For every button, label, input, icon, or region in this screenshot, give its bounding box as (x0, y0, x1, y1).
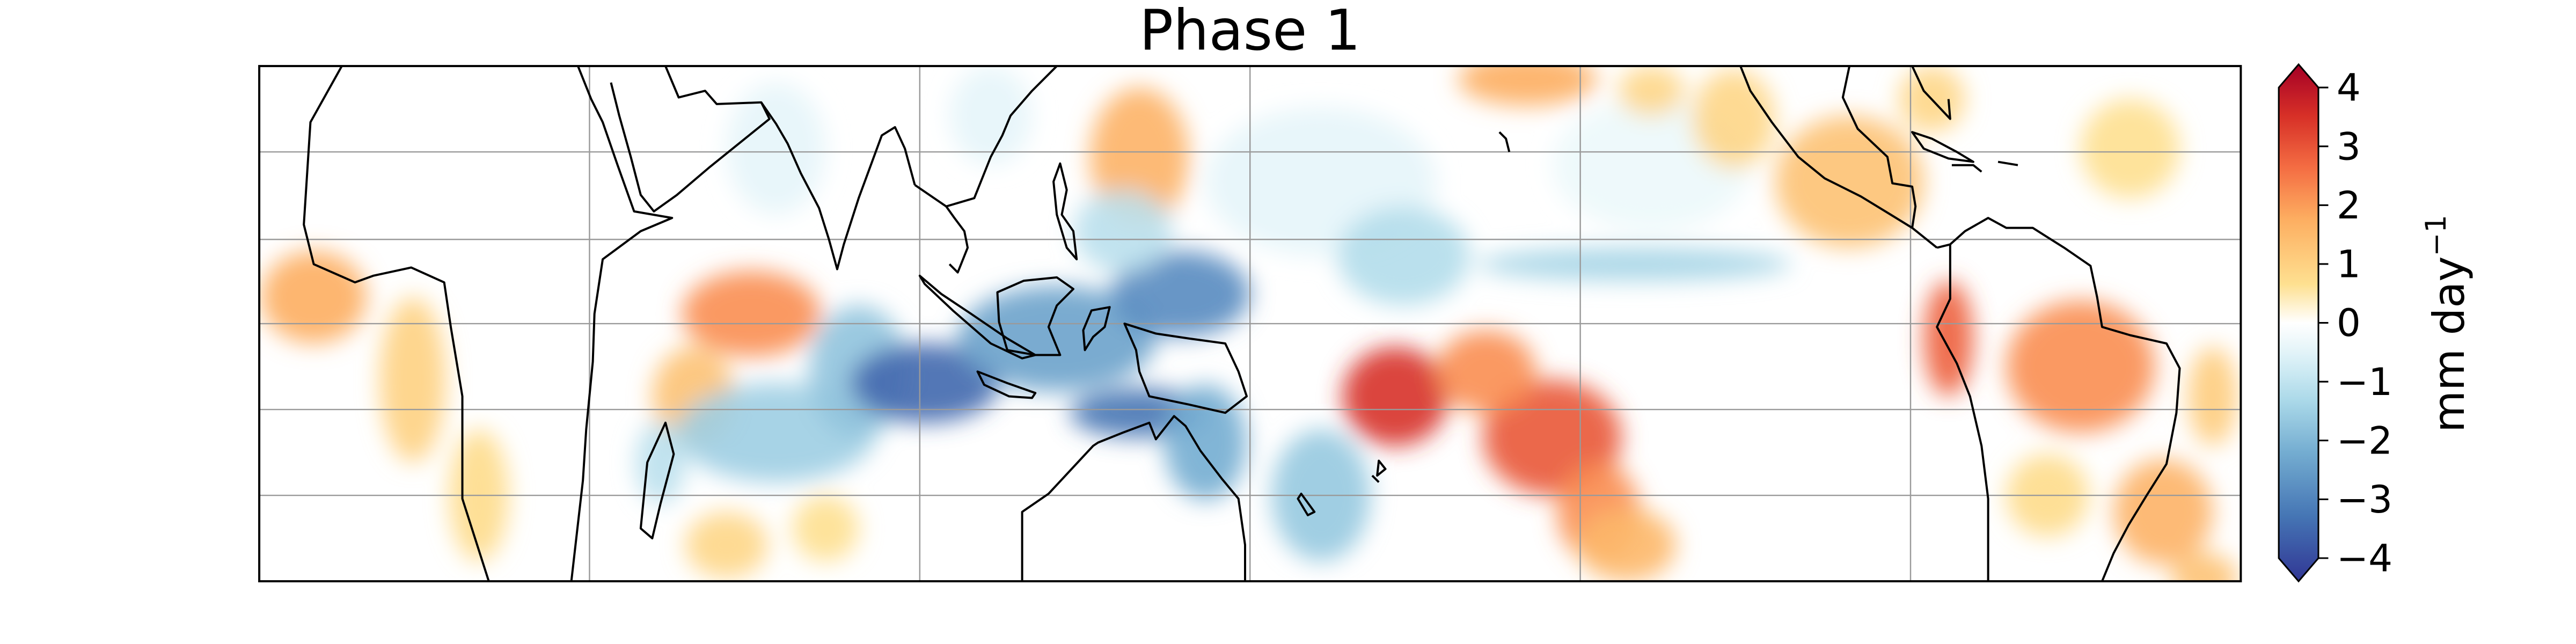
colorbar-tick-label: 3 (2337, 124, 2361, 169)
negative-anomaly-region (1111, 251, 1250, 337)
map-panel (258, 65, 2242, 583)
positive-anomaly-region (1692, 69, 1775, 169)
negative-anomaly-region (957, 286, 1156, 392)
coastline-madagascar (639, 421, 675, 540)
colorbar-label: mm day−1 (2420, 215, 2474, 433)
coastline-india (760, 101, 916, 270)
gridlines (259, 66, 2241, 582)
positive-anomaly-region (792, 495, 859, 562)
coastline-java (976, 370, 1037, 399)
coastline-new-guinea (1123, 323, 1248, 414)
positive-anomaly-region (1436, 330, 1536, 413)
positive-anomaly-region (1577, 508, 1677, 582)
coastline-africa-east (570, 66, 674, 582)
colorbar-tick-label: 2 (2337, 183, 2361, 228)
positive-anomaly-region (2171, 553, 2238, 582)
colorbar-label-unit: mm day (2424, 256, 2474, 432)
negative-anomaly-region (1073, 189, 1173, 273)
coastline-north-america (1739, 66, 1938, 249)
positive-anomaly-region (2113, 459, 2213, 565)
colorbar-tick-label: −2 (2337, 418, 2392, 463)
coastline-caribbean (1911, 131, 2018, 173)
coastline-arabia (610, 66, 771, 213)
chart-title: Phase 1 (1139, 0, 1360, 63)
positive-anomaly-region (379, 297, 446, 463)
coastline-africa-west (303, 66, 490, 582)
coastline-gulf-mexico (1841, 66, 1951, 228)
colorbar-label-exponent: −1 (2420, 215, 2453, 256)
coastline-australia (1021, 415, 1246, 582)
colorbar-tick-label: 4 (2337, 65, 2361, 110)
colorbar-tick-label: −3 (2337, 477, 2392, 522)
colorbar-tick-label: 0 (2337, 301, 2361, 345)
positive-anomaly-region (1342, 347, 1448, 446)
colorbar-body (2278, 63, 2319, 583)
negative-anomaly-region (949, 66, 1033, 165)
coastline-philippines (1052, 162, 1078, 261)
coastline-sumatra (918, 274, 1037, 360)
coastline-south-america (1936, 217, 2181, 582)
positive-anomaly-region (1775, 115, 1924, 248)
coastline-sulawesi (1082, 306, 1111, 352)
map-frame (258, 65, 2242, 583)
positive-anomaly-region (685, 511, 768, 578)
colorbar-ticks: 4 3 2 1 0 −1 −2 −3 −4 (2318, 65, 2392, 581)
negative-anomaly-region (635, 421, 685, 504)
positive-anomaly-region (682, 270, 821, 357)
negative-anomaly-region (1477, 247, 1792, 281)
positive-anomaly-region (1923, 281, 1973, 397)
precipitation-anomaly-field (261, 66, 2238, 582)
coastlines (303, 66, 2181, 582)
colorbar-tick-label: 1 (2337, 242, 2361, 287)
negative-anomaly-region (726, 82, 826, 215)
positive-anomaly-region (1458, 66, 1597, 106)
positive-anomaly-region (261, 251, 367, 343)
coastline-southeast-asia (914, 66, 1058, 274)
negative-anomaly-region (1337, 206, 1470, 306)
coastline-borneo (996, 276, 1074, 356)
positive-anomaly-region (1618, 66, 1685, 116)
negative-anomaly-region (850, 343, 999, 423)
colorbar-tick-label: −1 (2337, 360, 2392, 404)
positive-anomaly-region (2006, 301, 2155, 433)
positive-anomaly-region (2080, 99, 2180, 199)
coastline-pacific-islands (1297, 131, 1511, 516)
colorbar-tick-label: −4 (2337, 536, 2392, 581)
negative-anomaly-region (1164, 384, 1247, 501)
positive-anomaly-region (2187, 347, 2238, 446)
